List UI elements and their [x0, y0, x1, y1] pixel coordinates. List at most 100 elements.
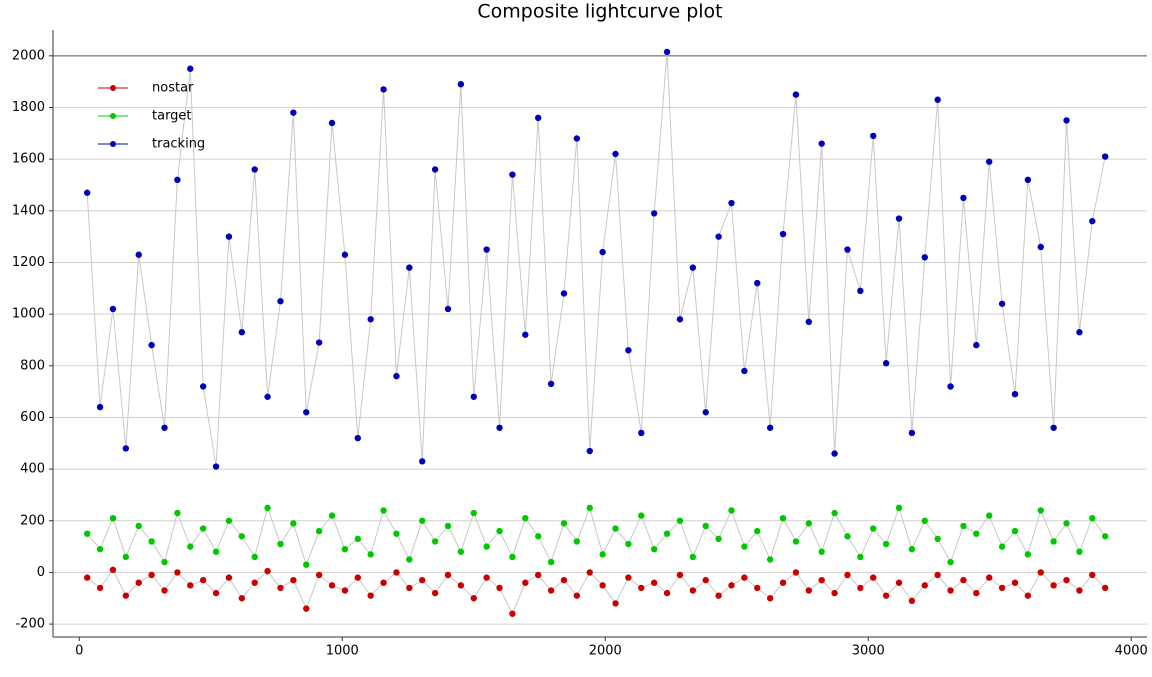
data-point	[599, 551, 606, 558]
data-point	[496, 424, 503, 431]
data-point	[728, 582, 735, 589]
x-tick-label: 3000	[852, 644, 885, 659]
data-point	[857, 553, 864, 561]
data-point	[986, 574, 993, 581]
data-point	[857, 584, 864, 592]
data-point	[973, 341, 980, 349]
data-point	[844, 533, 851, 540]
data-point	[354, 535, 361, 543]
data-point	[496, 527, 503, 535]
data-point	[1101, 584, 1109, 592]
data-point	[895, 215, 903, 222]
legend-marker	[110, 141, 116, 147]
data-point	[238, 329, 246, 336]
legend-label: nostar	[152, 81, 194, 96]
data-point	[625, 574, 632, 581]
data-point	[1089, 217, 1096, 225]
data-point	[650, 579, 658, 586]
y-tick-label: 1200	[12, 255, 45, 270]
data-point	[844, 571, 851, 579]
data-point	[560, 520, 568, 527]
data-point	[367, 551, 374, 558]
data-point	[303, 409, 310, 416]
data-point	[895, 579, 903, 586]
data-point	[857, 287, 864, 295]
y-tick-label: 1600	[12, 152, 45, 167]
data-point	[973, 530, 980, 537]
data-point	[870, 132, 877, 140]
data-point	[483, 574, 490, 581]
data-point	[174, 569, 181, 576]
data-point	[805, 318, 813, 326]
data-point	[419, 576, 426, 584]
chart-title: Composite lightcurve plot	[477, 1, 722, 23]
y-tick-label: 1400	[12, 203, 45, 218]
data-point	[934, 96, 941, 103]
data-point	[663, 48, 671, 56]
data-point	[341, 251, 349, 258]
data-point	[831, 509, 838, 517]
y-tick-label: 1800	[12, 100, 45, 115]
data-point	[380, 86, 387, 93]
data-point	[509, 171, 516, 178]
data-point	[895, 504, 903, 512]
data-point	[380, 579, 387, 586]
data-point	[870, 525, 877, 532]
data-point	[547, 380, 555, 388]
data-point	[393, 530, 400, 537]
data-point	[741, 543, 748, 550]
data-point	[328, 512, 336, 519]
data-point	[1076, 587, 1083, 594]
data-point	[870, 574, 877, 581]
data-point	[1011, 579, 1019, 586]
data-point	[625, 540, 632, 548]
data-point	[986, 158, 993, 165]
data-point	[586, 504, 593, 512]
x-tick-label: 1000	[326, 644, 359, 659]
data-point	[315, 571, 323, 579]
data-point	[715, 233, 722, 240]
data-point	[599, 248, 606, 256]
data-point	[187, 65, 194, 72]
connector-line	[86, 51, 1106, 467]
data-point	[741, 367, 748, 375]
data-point	[187, 582, 194, 589]
data-point	[431, 589, 439, 597]
data-point	[496, 584, 503, 592]
data-point	[393, 372, 400, 380]
data-point	[818, 576, 825, 584]
data-point	[470, 393, 477, 400]
data-point	[663, 530, 671, 537]
data-point	[612, 600, 619, 607]
data-point	[199, 576, 207, 584]
data-point	[638, 429, 645, 437]
data-point	[960, 522, 967, 530]
data-point	[509, 553, 516, 561]
data-point	[960, 194, 967, 202]
data-point	[573, 592, 581, 599]
data-point	[560, 576, 568, 584]
data-point	[638, 584, 645, 592]
legend-marker	[110, 85, 116, 91]
data-point	[341, 587, 349, 594]
data-point	[148, 538, 155, 545]
data-point	[431, 166, 439, 173]
data-point	[934, 571, 941, 579]
data-point	[1101, 153, 1109, 160]
data-point	[238, 533, 246, 540]
data-point	[779, 514, 787, 522]
data-point	[792, 91, 800, 98]
data-point	[470, 595, 477, 602]
data-point	[161, 587, 168, 594]
data-point	[998, 584, 1006, 592]
data-point	[998, 300, 1006, 307]
data-point	[277, 298, 284, 305]
data-point	[419, 458, 426, 465]
data-point	[122, 592, 130, 599]
data-point	[457, 81, 465, 88]
data-point	[882, 540, 890, 548]
data-point	[431, 538, 439, 545]
data-point	[444, 571, 452, 579]
data-point	[341, 545, 349, 553]
data-point	[766, 595, 774, 602]
